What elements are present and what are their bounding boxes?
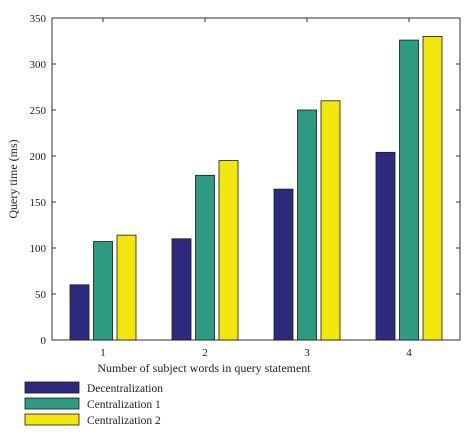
y-tick-label: 200 xyxy=(30,151,47,163)
legend-swatch xyxy=(24,397,80,410)
y-tick-label: 300 xyxy=(30,59,47,71)
y-axis-title: Query time (ms) xyxy=(6,139,20,218)
bar-centralization-1-2 xyxy=(195,174,215,341)
bar-centralization-1-1 xyxy=(93,241,113,341)
bar-centralization-1-3 xyxy=(297,109,317,341)
y-tick-label: 250 xyxy=(30,105,47,117)
bar-centralization-2-1 xyxy=(116,234,137,341)
bar-decentralization-4 xyxy=(375,151,396,341)
legend-swatch xyxy=(24,413,80,426)
x-tick-label: 1 xyxy=(100,347,106,359)
legend-swatch xyxy=(24,381,80,394)
legend: Decentralization Centralization 1 Centrali… xyxy=(24,381,163,427)
bar-decentralization-3 xyxy=(273,188,294,341)
x-tick-label: 4 xyxy=(406,347,412,359)
x-tick-label: 2 xyxy=(202,347,208,359)
y-tick-label: 150 xyxy=(30,197,47,209)
legend-label: Centralization 1 xyxy=(87,399,161,411)
bar-centralization-2-4 xyxy=(422,36,443,341)
x-tick-label: 3 xyxy=(304,347,310,359)
bar-centralization-2-2 xyxy=(218,160,239,341)
y-tick-label: 50 xyxy=(35,289,47,301)
bar-decentralization-2 xyxy=(171,238,192,341)
bar-centralization-2-3 xyxy=(320,100,341,341)
y-axis: 0 50 100 150 200 250 300 350 xyxy=(30,13,460,347)
y-tick-label: 0 xyxy=(41,335,47,347)
bar-decentralization-1 xyxy=(69,284,90,341)
bar-centralization-1-4 xyxy=(399,39,419,341)
legend-label: Decentralization xyxy=(87,383,163,395)
plot-area xyxy=(51,17,461,341)
bars xyxy=(69,36,443,341)
y-tick-label: 350 xyxy=(30,13,47,25)
legend-label: Centralization 2 xyxy=(87,415,161,427)
x-axis-title: Number of subject words in query stateme… xyxy=(97,361,311,375)
y-tick-label: 100 xyxy=(30,243,47,255)
